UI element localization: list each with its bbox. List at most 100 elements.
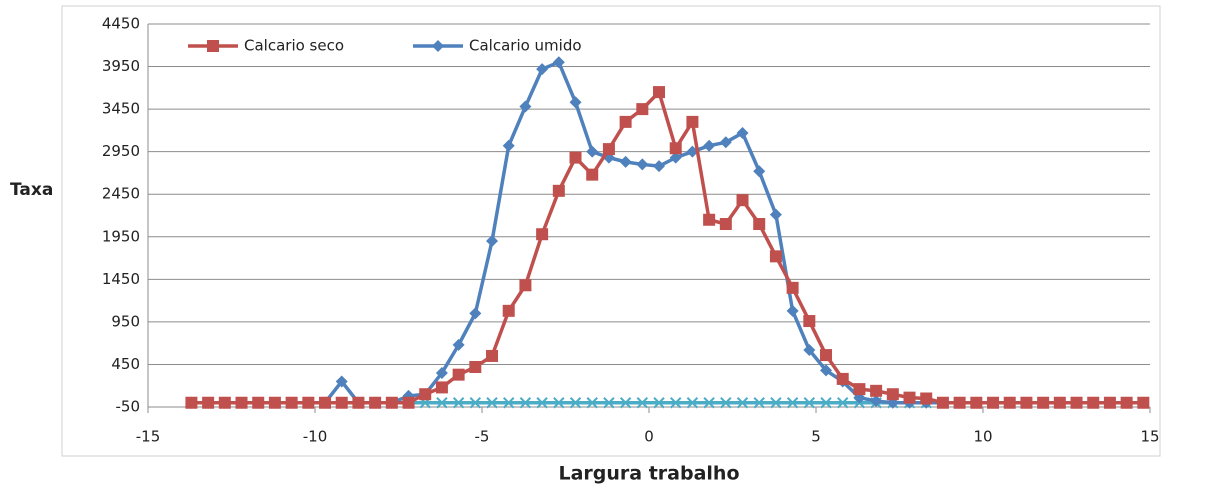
marker	[803, 343, 816, 356]
marker	[552, 56, 565, 69]
marker	[302, 396, 315, 409]
marker	[970, 396, 983, 409]
marker	[753, 218, 766, 231]
x-axis-title: Largura trabalho	[558, 463, 739, 485]
marker	[486, 349, 499, 362]
marker	[686, 115, 699, 128]
marker	[653, 160, 666, 173]
marker	[519, 279, 532, 292]
x-tick-label: 15	[1140, 428, 1159, 446]
marker	[1120, 396, 1133, 409]
marker	[452, 368, 465, 381]
marker	[432, 40, 444, 52]
marker	[1070, 396, 1083, 409]
marker	[886, 388, 899, 401]
marker	[335, 375, 348, 388]
marker	[536, 63, 549, 76]
marker	[703, 213, 716, 226]
marker	[435, 381, 448, 394]
marker	[586, 145, 599, 158]
marker	[502, 304, 515, 317]
marker	[736, 126, 749, 139]
marker	[836, 372, 849, 385]
marker	[1053, 396, 1066, 409]
marker	[1003, 396, 1016, 409]
x-tick-label: 0	[644, 428, 654, 446]
marker	[553, 397, 565, 409]
marker	[402, 396, 415, 409]
y-tick-label: 2450	[102, 185, 140, 203]
y-tick-label: 4450	[102, 15, 140, 33]
legend-label: Calcario seco	[244, 37, 344, 55]
marker	[419, 388, 432, 401]
marker	[436, 397, 448, 409]
marker	[653, 86, 666, 99]
marker	[252, 396, 265, 409]
marker	[736, 397, 749, 409]
series-line	[191, 60, 1144, 405]
marker	[452, 338, 465, 351]
marker	[736, 194, 749, 207]
marker	[936, 396, 949, 409]
marker	[870, 395, 883, 408]
marker	[536, 228, 549, 241]
marker	[770, 397, 782, 409]
y-tick-label: 3950	[102, 57, 140, 75]
marker	[469, 360, 482, 373]
y-axis-title: Taxa	[10, 180, 53, 200]
marker	[669, 151, 682, 164]
marker	[486, 235, 499, 248]
marker	[753, 397, 765, 409]
marker	[486, 397, 498, 409]
y-tick-label: 2950	[102, 142, 140, 160]
marker	[636, 397, 649, 409]
y-tick-label: 950	[111, 312, 140, 330]
marker	[619, 397, 632, 409]
marker	[636, 158, 649, 171]
marker	[786, 397, 799, 409]
marker	[552, 184, 565, 197]
marker	[837, 397, 849, 409]
marker	[519, 100, 532, 113]
marker	[569, 96, 582, 109]
marker	[769, 208, 782, 221]
marker	[435, 366, 448, 379]
y-tick-label: 1450	[102, 270, 140, 288]
marker	[786, 281, 799, 294]
marker	[786, 304, 799, 317]
marker	[569, 151, 582, 164]
x-tick-label: -10	[303, 428, 328, 446]
y-tick-label: 3450	[102, 100, 140, 118]
marker	[1103, 396, 1116, 409]
marker	[803, 315, 816, 328]
marker	[820, 364, 833, 377]
marker	[669, 142, 682, 155]
marker	[619, 115, 632, 128]
marker	[820, 349, 833, 362]
marker	[719, 136, 732, 149]
marker	[469, 397, 482, 409]
marker	[536, 397, 548, 409]
legend-label: Calcario umido	[469, 37, 582, 55]
x-tick-label: -5	[475, 428, 490, 446]
marker	[603, 397, 615, 409]
marker	[586, 168, 599, 181]
marker	[1037, 396, 1050, 409]
marker	[853, 383, 866, 396]
marker	[352, 396, 365, 409]
marker	[953, 396, 966, 409]
legend: Calcario seco Calcario umido	[188, 37, 582, 55]
marker	[369, 396, 382, 409]
marker	[335, 396, 348, 409]
marker	[636, 103, 649, 116]
marker	[218, 396, 231, 409]
marker	[502, 139, 515, 152]
marker	[519, 397, 532, 409]
marker	[670, 397, 682, 409]
marker	[870, 384, 883, 397]
marker	[469, 307, 482, 320]
marker	[503, 397, 515, 409]
series-line	[191, 90, 1144, 405]
marker	[703, 139, 716, 152]
